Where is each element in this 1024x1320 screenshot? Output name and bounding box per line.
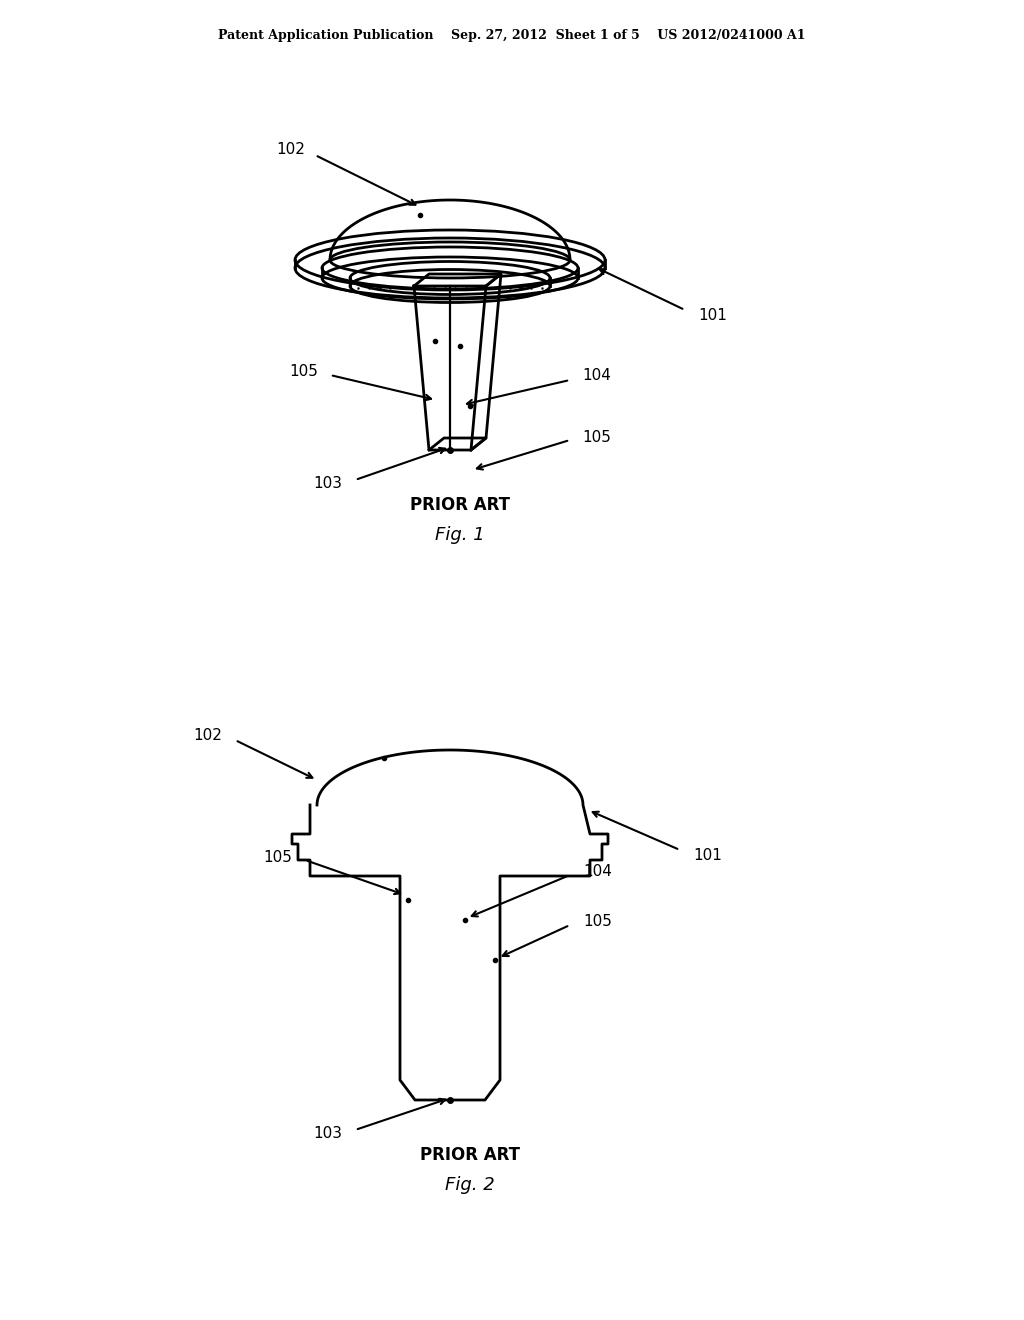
Text: 103: 103 [313,1126,342,1140]
Text: Fig. 1: Fig. 1 [435,525,485,544]
Text: Fig. 2: Fig. 2 [445,1176,495,1195]
Text: 105: 105 [263,850,292,865]
Text: 105: 105 [289,364,318,380]
Text: 103: 103 [313,475,342,491]
Text: 101: 101 [693,847,722,862]
Text: 102: 102 [194,727,222,742]
Text: 102: 102 [276,143,305,157]
Text: PRIOR ART: PRIOR ART [410,496,510,513]
Text: Patent Application Publication    Sep. 27, 2012  Sheet 1 of 5    US 2012/0241000: Patent Application Publication Sep. 27, … [218,29,806,41]
Text: 104: 104 [583,865,612,879]
Text: 101: 101 [698,308,727,322]
Text: 104: 104 [582,367,611,383]
Text: 105: 105 [583,915,612,929]
Text: PRIOR ART: PRIOR ART [420,1146,520,1164]
Text: 105: 105 [582,429,611,445]
